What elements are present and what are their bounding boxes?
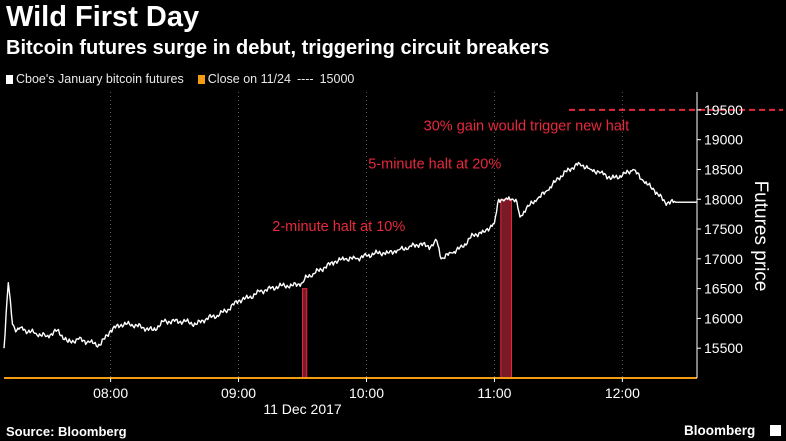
y-tick-label: 18000 bbox=[704, 191, 743, 207]
halt-band bbox=[302, 288, 308, 379]
brand-badge-icon bbox=[770, 425, 781, 436]
x-tick-label: 12:00 bbox=[605, 385, 640, 401]
brand-logo: Bloomberg bbox=[684, 423, 756, 438]
source-note: Source: Bloomberg bbox=[6, 424, 127, 439]
annotation-text: 30% gain would trigger new halt bbox=[424, 119, 630, 135]
white-swatch-icon bbox=[6, 74, 13, 84]
y-tick-label: 19000 bbox=[704, 132, 743, 148]
y-tick-label: 19500 bbox=[704, 102, 743, 118]
legend-label-futures: Cboe's January bitcoin futures bbox=[16, 72, 184, 86]
y-axis-label: Futures price bbox=[750, 180, 771, 292]
halt-band bbox=[500, 198, 512, 379]
x-tick-label: 08:00 bbox=[93, 385, 128, 401]
legend-item-futures: Cboe's January bitcoin futures bbox=[6, 72, 184, 86]
annotation-text: 2-minute halt at 10% bbox=[272, 219, 405, 235]
orange-swatch-icon bbox=[197, 74, 205, 84]
y-tick-label: 16000 bbox=[704, 310, 743, 326]
legend-close-value: 15000 bbox=[319, 72, 355, 86]
y-tick-label: 17000 bbox=[704, 251, 743, 267]
y-tick-label: 18500 bbox=[704, 161, 743, 177]
legend-dash: ---- bbox=[296, 72, 314, 86]
x-tick-label: 11:00 bbox=[477, 385, 511, 401]
chart-title: Wild First Day bbox=[6, 1, 200, 33]
legend-label-close: Close on 11/24 bbox=[207, 72, 291, 86]
y-tick-label: 17500 bbox=[704, 221, 743, 237]
chart-subtitle: Bitcoin futures surge in debut, triggeri… bbox=[6, 37, 550, 59]
x-axis-date-label: 11 Dec 2017 bbox=[263, 401, 342, 417]
series-line-futures bbox=[3, 161, 697, 349]
annotation-text: 5-minute halt at 20% bbox=[368, 156, 501, 172]
y-tick-label: 16500 bbox=[704, 281, 743, 297]
x-tick-label: 09:00 bbox=[221, 385, 256, 401]
legend: Cboe's January bitcoin futures Close on … bbox=[6, 72, 368, 86]
y-tick-label: 15500 bbox=[704, 340, 743, 356]
legend-item-close: Close on 11/24 ---- 15000 bbox=[197, 72, 355, 86]
x-tick-label: 10:00 bbox=[349, 385, 384, 401]
